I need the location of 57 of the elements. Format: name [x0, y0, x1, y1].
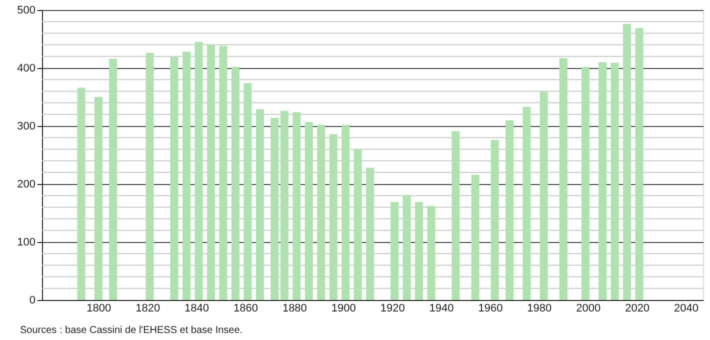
- bar: [292, 112, 301, 300]
- y-tick-label: 100: [17, 236, 36, 248]
- x-tick-label: 2040: [674, 302, 699, 314]
- bar: [146, 52, 154, 300]
- bar: [194, 42, 203, 300]
- x-tick-label: 1820: [136, 302, 160, 314]
- bar: [256, 109, 264, 300]
- bar: [635, 28, 644, 300]
- y-tick-label: 0: [29, 294, 36, 306]
- x-tick-label: 1960: [478, 302, 503, 314]
- bar: [610, 62, 619, 300]
- bar: [170, 56, 178, 300]
- x-tick-label: 1840: [184, 302, 210, 314]
- bar: [77, 88, 86, 300]
- bar: [598, 62, 607, 300]
- bar: [540, 91, 548, 300]
- x-tick-label: 1860: [233, 302, 258, 314]
- x-tick-label: 2020: [625, 302, 650, 314]
- bar: [270, 118, 279, 300]
- y-tick-label: 300: [17, 120, 36, 132]
- bar: [280, 110, 288, 300]
- bar: [581, 66, 590, 300]
- bar: [206, 44, 215, 300]
- bar: [304, 122, 313, 300]
- x-tick-label: 1940: [429, 302, 454, 314]
- bar: [231, 66, 240, 300]
- bar: [452, 131, 460, 300]
- bar: [471, 174, 480, 300]
- bar: [390, 202, 399, 300]
- bar: [506, 120, 514, 300]
- bar: [402, 195, 411, 300]
- x-tick-label: 1800: [86, 302, 112, 314]
- source-note: Sources : base Cassini de l'EHESS et base Insee.: [20, 325, 243, 336]
- bar: [342, 124, 350, 300]
- bar: [317, 124, 326, 300]
- x-tick-label: 1980: [527, 302, 552, 314]
- bar: [182, 52, 190, 300]
- bar: [559, 58, 568, 300]
- x-tick-label: 1900: [331, 302, 356, 314]
- bar: [366, 168, 374, 300]
- x-tick-label: 2000: [576, 302, 601, 314]
- x-tick-label: 1880: [282, 302, 307, 314]
- x-tick-label: 1920: [380, 302, 405, 314]
- bar: [415, 202, 423, 300]
- bar: [109, 58, 118, 300]
- bar: [219, 46, 228, 300]
- bar: [244, 83, 252, 300]
- y-tick-label: 200: [17, 178, 36, 190]
- bar: [427, 206, 436, 300]
- bar: [623, 24, 632, 300]
- y-tick-label: 500: [17, 4, 36, 16]
- y-tick-label: 400: [17, 62, 36, 74]
- bar: [329, 134, 338, 300]
- bar: [94, 97, 102, 300]
- bar: [522, 106, 531, 300]
- bar: [490, 140, 499, 300]
- bar: [354, 149, 362, 300]
